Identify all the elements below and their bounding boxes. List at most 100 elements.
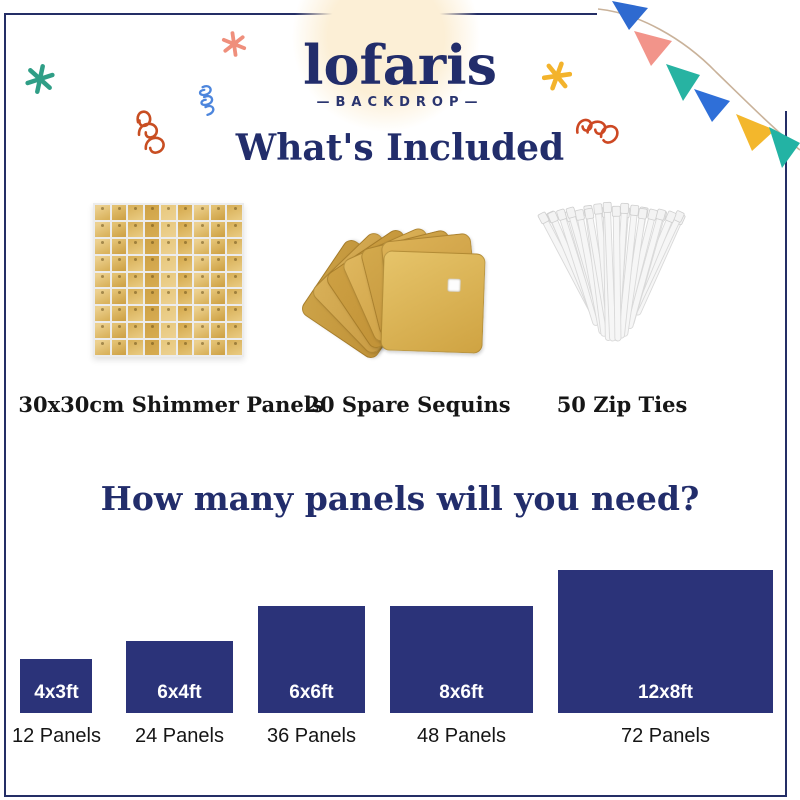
shimmer-tile [227, 221, 242, 237]
shimmer-tile [161, 255, 176, 271]
shimmer-tile [177, 272, 193, 288]
zip-tie-head [574, 209, 585, 221]
zip-tie [604, 203, 616, 341]
shimmer-tile [161, 238, 176, 254]
whats-included-heading: What's Included [235, 127, 565, 169]
shimmer-tile [144, 272, 160, 288]
zip-tie [627, 211, 664, 329]
shimmer-tile [144, 323, 160, 339]
panel-size-option: 4x3ft 12 Panels [12, 659, 101, 748]
shimmer-tile [194, 205, 209, 220]
bar-size-label: 6x6ft [289, 682, 334, 703]
zip-tie-head [593, 203, 603, 215]
panel-size-option: 6x4ft 24 Panels [125, 641, 233, 748]
shimmer-tile [194, 255, 209, 271]
bunting-banner-icon [598, 1, 800, 168]
shimmer-tile [210, 238, 226, 254]
shimmer-tile [111, 289, 127, 305]
zip-ties-caption: 50 Zip Ties [556, 392, 688, 417]
zip-tie [613, 207, 621, 341]
shimmer-tile [210, 272, 226, 288]
sequin-front [380, 250, 486, 354]
shimmer-tile [161, 272, 176, 288]
bar-panels-label: 36 Panels [266, 725, 356, 747]
shimmer-tile [95, 205, 110, 220]
shimmer-tile [177, 205, 193, 220]
shimmer-tile [144, 238, 160, 254]
shimmer-tile [210, 323, 226, 339]
panel-size-option: 8x6ft 48 Panels [389, 606, 533, 748]
shimmer-tile [111, 340, 127, 355]
zip-tie-head [665, 210, 677, 223]
shimmer-tile [111, 255, 127, 271]
sequin-hole [447, 278, 461, 292]
shimmer-tile [95, 323, 110, 339]
zip-tie-head [647, 208, 658, 221]
shimmer-tile [194, 306, 209, 322]
shimmer-tile [95, 289, 110, 305]
shimmer-tile [111, 238, 127, 254]
shimmer-tile [128, 238, 143, 254]
shimmer-tile [111, 205, 127, 220]
panel-size-option: 6x6ft 36 Panels [257, 606, 365, 748]
shimmer-tile [111, 221, 127, 237]
shimmer-tile [194, 289, 209, 305]
shimmer-tile [177, 289, 193, 305]
shimmer-tile [111, 272, 127, 288]
shimmer-tile [144, 221, 160, 237]
brand-logo: lofaris —BACKDROP— [0, 38, 800, 110]
panel-size-option: 12x8ft 72 Panels [557, 570, 773, 748]
spare-sequins-image [298, 225, 525, 362]
shimmer-tile [227, 205, 242, 220]
bar-panels-label: 48 Panels [416, 725, 506, 747]
shimmer-tile [210, 221, 226, 237]
zip-tie-head [629, 204, 640, 216]
panel-size-chart: 4x3ft 12 Panels 6x4ft 24 Panels 6x6ft 36 Pane… [12, 570, 773, 748]
how-many-panels-heading: How many panels will you need? [100, 479, 700, 518]
size-bar: 4x3ft [20, 659, 93, 713]
shimmer-tile [128, 323, 143, 339]
shimmer-tile [144, 340, 160, 355]
shimmer-tile [227, 238, 242, 254]
shimmer-tile [128, 340, 143, 355]
zip-tie-head [611, 205, 621, 217]
zip-tie-head [602, 201, 612, 213]
shimmer-tile [144, 205, 160, 220]
shimmer-tile [177, 255, 193, 271]
shimmer-tile [144, 289, 160, 305]
shimmer-tile [95, 255, 110, 271]
size-bar: 8x6ft [389, 606, 533, 713]
shimmer-tile [128, 306, 143, 322]
shimmer-tile [161, 289, 176, 305]
bar-panels-label: 72 Panels [620, 725, 710, 747]
shimmer-tile [177, 306, 193, 322]
shimmer-tile [161, 340, 176, 355]
shimmer-panels-caption: 30x30cm Shimmer Panels [18, 392, 324, 417]
shimmer-tile [128, 221, 143, 237]
shimmer-tile [227, 340, 242, 355]
brand-subtitle: —BACKDROP— [316, 95, 484, 110]
shimmer-tile [95, 272, 110, 288]
size-bar: 6x4ft [125, 641, 233, 713]
shimmer-tile [210, 289, 226, 305]
size-bar: 6x6ft [257, 606, 365, 713]
shimmer-tile [194, 323, 209, 339]
size-bar: 12x8ft [557, 570, 773, 713]
zip-tie [558, 211, 599, 325]
orange-squiggle-icon [136, 110, 165, 154]
shimmer-tile [161, 205, 176, 220]
zip-tie-head [637, 207, 648, 220]
salmon-asterisk-icon [221, 31, 247, 57]
red-squiggle-icon [576, 118, 619, 144]
shimmer-tile [95, 238, 110, 254]
shimmer-tile [194, 238, 209, 254]
teal-asterisk-icon [25, 64, 55, 94]
zip-tie-head [547, 210, 559, 224]
shimmer-tile [210, 255, 226, 271]
shimmer-tile [177, 340, 193, 355]
shimmer-tile [227, 255, 242, 271]
zip-tie-head [619, 202, 630, 214]
shimmer-tile [177, 238, 193, 254]
shimmer-tile [128, 289, 143, 305]
shimmer-tile [194, 221, 209, 237]
